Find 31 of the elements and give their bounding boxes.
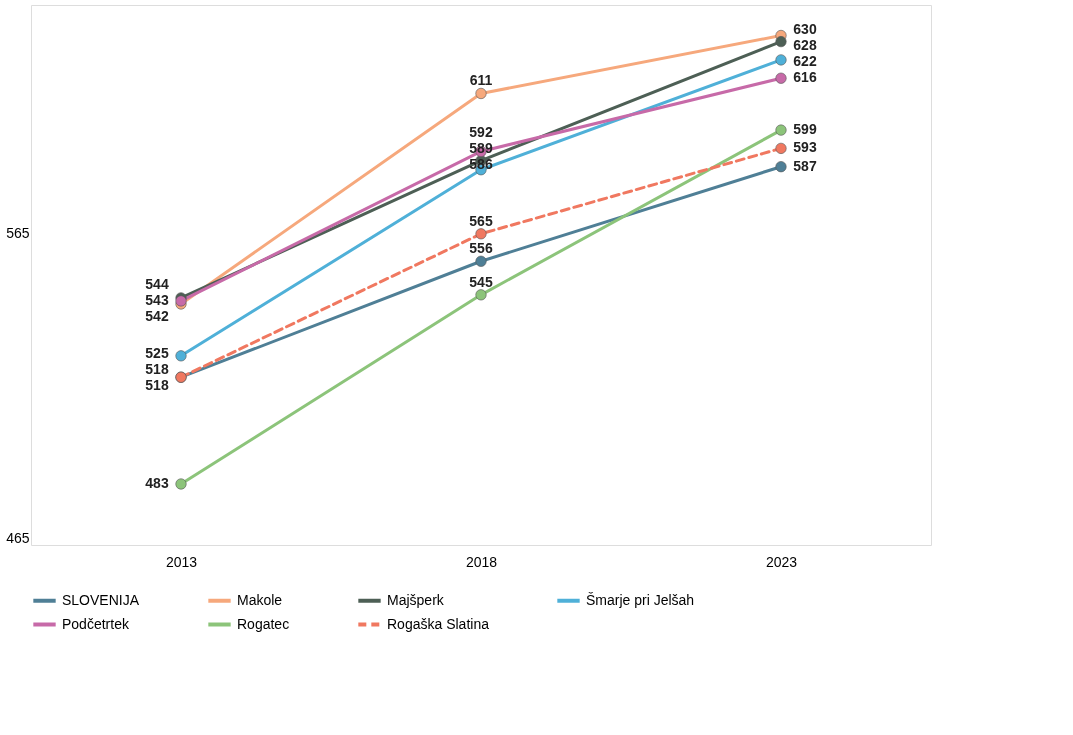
- data-label: 616: [793, 69, 817, 86]
- data-label: 518: [145, 377, 169, 394]
- x-tick-label: 2023: [765, 553, 798, 570]
- data-label: 628: [793, 36, 817, 53]
- x-tick-label: 2013: [165, 553, 198, 570]
- legend-label: Rogaška Slatina: [387, 615, 490, 632]
- data-label: 542: [145, 307, 169, 324]
- data-label: 543: [145, 291, 169, 308]
- data-label: 593: [793, 139, 817, 156]
- data-label: 556: [469, 240, 493, 257]
- data-label: 483: [145, 474, 169, 491]
- legend-label: SLOVENIJA: [62, 591, 140, 608]
- data-label: 599: [793, 121, 817, 138]
- data-label: 622: [793, 52, 817, 69]
- legend-label: Rogatec: [237, 615, 290, 632]
- data-label: 544: [145, 275, 169, 292]
- data-label: 565: [469, 212, 493, 229]
- data-label: 587: [793, 157, 817, 174]
- data-label: 611: [469, 72, 493, 89]
- data-label: 630: [793, 20, 817, 37]
- legend-label: Podčetrtek: [62, 615, 130, 632]
- data-label: 545: [469, 273, 493, 290]
- x-tick-label: 2018: [465, 553, 498, 570]
- data-label: 592: [469, 123, 493, 140]
- y-tick-label: 465: [6, 530, 30, 547]
- legend-label: Majšperk: [387, 591, 445, 608]
- legend-label: Makole: [237, 591, 283, 608]
- data-label: 586: [469, 155, 493, 172]
- legend-label: Šmarje pri Jelšah: [586, 591, 695, 608]
- data-label: 518: [145, 361, 169, 378]
- data-label: 525: [145, 345, 169, 362]
